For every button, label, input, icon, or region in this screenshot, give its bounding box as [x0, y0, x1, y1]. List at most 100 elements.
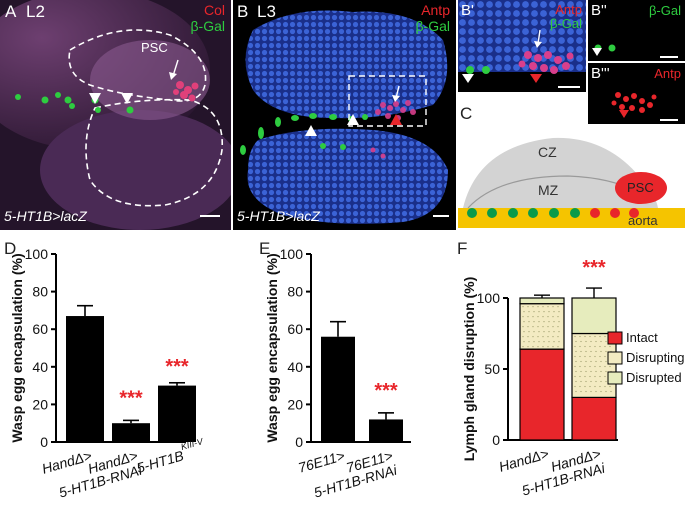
panel-B3-letter: B''' [591, 65, 610, 82]
chart-f-dot [575, 360, 577, 363]
chart-f-dot [558, 331, 560, 333]
chart-f-dot [557, 306, 559, 308]
chart-f-ytick-label: 100 [477, 290, 501, 306]
chart-f-dot [599, 345, 601, 348]
chart-e-bar [321, 336, 355, 442]
chart-f-legend-label: Disrupting [626, 350, 685, 365]
chart-d-bar [158, 385, 196, 442]
chart-f-dot [579, 365, 581, 368]
chart-f-dot [594, 375, 596, 378]
chart-f-dot [574, 335, 576, 338]
chart-f-dot [528, 341, 530, 343]
chart-f-dot [553, 341, 555, 343]
panel-B2-channel-bgal: β-Gal [648, 3, 681, 18]
chart-e-ytick-label: 60 [287, 321, 303, 337]
chart-f-dot [599, 375, 601, 378]
chart-f-dot [600, 340, 602, 343]
chart-f-dot [579, 335, 581, 338]
chart-e-ytick-label: 20 [287, 396, 303, 412]
chart-f-dot [558, 341, 560, 343]
chart-f-dot [522, 326, 524, 328]
chart-f-dot [547, 306, 549, 308]
chart-f-dot [594, 335, 596, 338]
chart-f-dot [585, 380, 587, 383]
chart-f-dot [575, 350, 577, 353]
chart-f-dot [579, 355, 581, 358]
panel-C-schematic [458, 137, 685, 228]
chart-f-legend-swatch [607, 371, 623, 385]
chart-f-dot [527, 316, 529, 318]
chart-f-dot [605, 380, 607, 383]
chart-f-dot [527, 306, 529, 308]
chart-f-dot [594, 345, 596, 348]
chart-f-dot [523, 321, 525, 323]
chart-f-dot [584, 345, 586, 348]
chart-f-dot [523, 311, 525, 313]
chart-f-dot [589, 375, 591, 378]
chart-f-legend-label: Intact [626, 330, 658, 345]
chart-f-dot [594, 355, 596, 358]
chart-f-dot [543, 311, 545, 313]
chart-f-dot [604, 355, 606, 358]
panel-A-letter: A [5, 2, 17, 21]
chart-f-dot [580, 360, 582, 363]
chart-e-xtick-label: 76E11> [296, 447, 346, 476]
charts-area: D 0 20 40 60 80 100 Wasp egg encapsulation (%) H… [4, 239, 685, 501]
panel-B3: B''' Antp [588, 63, 685, 124]
chart-f-dot [585, 340, 587, 343]
chart-f-dot [538, 331, 540, 333]
chart-e-ylabel: Wasp egg encapsulation (%) [264, 253, 280, 442]
chart-f-dot [595, 380, 597, 383]
panel-B2: B'' β-Gal [588, 0, 685, 61]
chart-f-dot [547, 326, 549, 328]
chart-f-bar-intact [571, 396, 617, 441]
panel-C-psc-label: PSC [627, 180, 654, 195]
panel-C-cz-label: CZ [538, 144, 557, 160]
psc-ellipse [615, 172, 667, 204]
panel-B1: B' Antp β-Gal [458, 0, 586, 92]
chart-f-dot [522, 346, 524, 348]
panel-B-channel-antp: Antp [421, 2, 450, 18]
chart-f-dot [600, 350, 602, 353]
chart-f-bar-disrupted [519, 297, 565, 305]
chart-f-dot [542, 316, 544, 318]
chart-e-ytick-label: 0 [295, 434, 303, 450]
chart-f-dot [604, 375, 606, 378]
chart-f-dot [553, 311, 555, 313]
chart-f-dot [537, 316, 539, 318]
chart-f-dot [574, 365, 576, 368]
chart-f-dot [579, 375, 581, 378]
panel-C-mz-label: MZ [538, 182, 559, 198]
panel-B-letter: B [237, 2, 249, 21]
chart-e-panel-letter: E [259, 239, 270, 258]
chart-f-dot [532, 306, 534, 308]
chart-f-dot [532, 346, 534, 348]
chart-f-dot [585, 360, 587, 363]
chart-f-dot [528, 321, 530, 323]
chart-e-significance: *** [374, 380, 398, 402]
chart-f-dot [605, 370, 607, 373]
chart-f-ylabel: Lymph gland disruption (%) [461, 277, 477, 462]
chart-d-panel-letter: D [4, 239, 16, 258]
chart-d-ytick-label: 60 [32, 321, 48, 337]
chart-e-ytick-label: 40 [287, 359, 303, 375]
chart-f-dot [538, 321, 540, 323]
chart-f-dot [585, 390, 587, 393]
chart-f-dot [552, 326, 554, 328]
chart-f-dot [584, 385, 586, 388]
chart-f-dot [548, 341, 550, 343]
chart-f-dot [590, 360, 592, 363]
chart-d-bar [112, 423, 150, 442]
chart-f-dot [574, 345, 576, 348]
panel-B-stage: L3 [257, 2, 276, 21]
chart-d-ytick-label: 80 [32, 284, 48, 300]
chart-f-dot [548, 331, 550, 333]
chart-f-xtick-label: HandΔ> [497, 445, 550, 474]
panel-B2-image [588, 0, 685, 61]
chart-f-dot [590, 370, 592, 373]
chart-f-dot [553, 331, 555, 333]
chart-f-dot [557, 336, 559, 338]
chart-f-dot [599, 355, 601, 358]
panel-B: B L3 Antp β-Gal 5-HT1B>lacZ [233, 0, 456, 230]
chart-f-dot [527, 336, 529, 338]
